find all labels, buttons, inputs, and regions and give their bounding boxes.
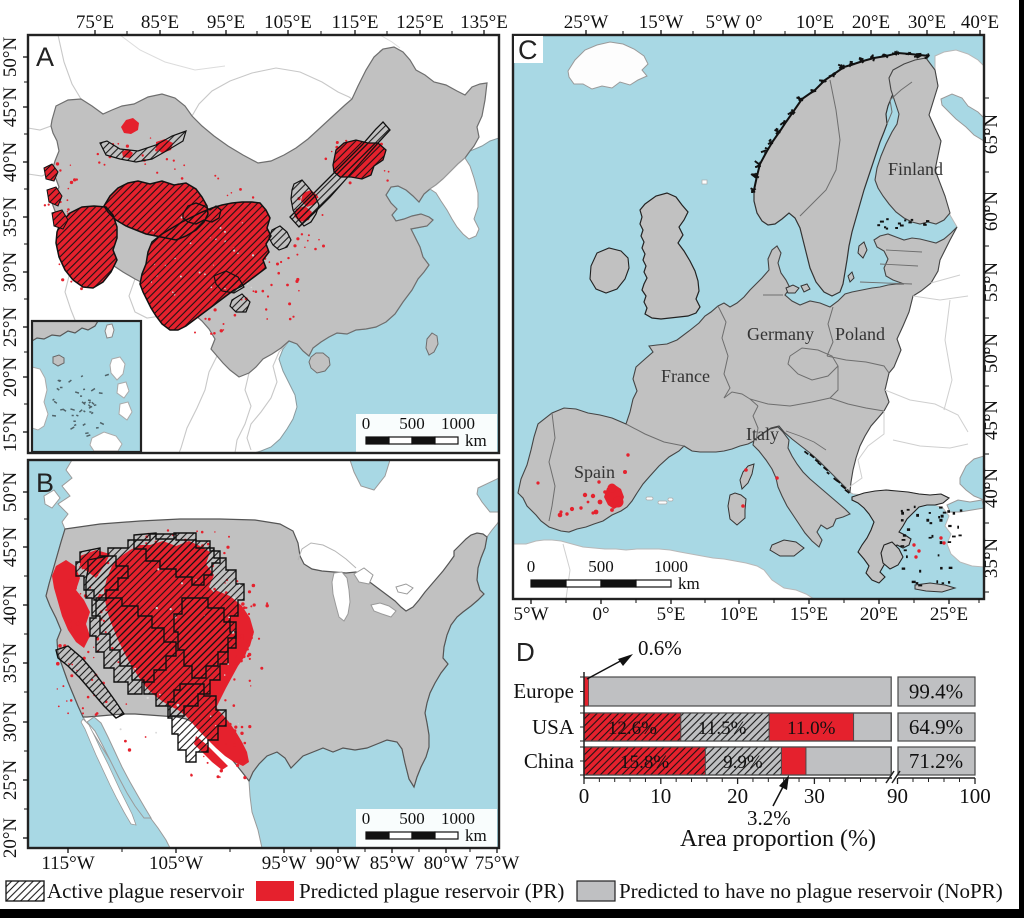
svg-text:C: C xyxy=(518,35,538,65)
svg-text:40°N: 40°N xyxy=(0,585,21,626)
svg-text:20°N: 20°N xyxy=(0,818,21,859)
svg-text:80°W: 80°W xyxy=(424,853,469,874)
svg-text:35°N: 35°N xyxy=(981,538,1002,579)
svg-text:45°N: 45°N xyxy=(0,87,21,128)
svg-text:500: 500 xyxy=(588,557,614,576)
svg-text:15.8%: 15.8% xyxy=(620,752,669,773)
svg-text:1000: 1000 xyxy=(654,557,688,576)
svg-text:25°E: 25°E xyxy=(930,604,968,625)
svg-text:15°E: 15°E xyxy=(790,604,828,625)
svg-text:30°N: 30°N xyxy=(0,252,21,293)
svg-text:30: 30 xyxy=(804,784,825,808)
svg-text:0: 0 xyxy=(362,414,371,433)
svg-text:75°E: 75°E xyxy=(76,12,114,33)
svg-text:85°W: 85°W xyxy=(370,853,415,874)
svg-text:115°W: 115°W xyxy=(41,853,94,874)
svg-text:135°E: 135°E xyxy=(460,12,508,33)
svg-text:500: 500 xyxy=(399,809,425,828)
svg-text:10: 10 xyxy=(650,784,671,808)
svg-text:50°N: 50°N xyxy=(0,37,21,78)
svg-text:95°W: 95°W xyxy=(262,853,307,874)
svg-text:105°E: 105°E xyxy=(264,12,312,33)
svg-text:20°N: 20°N xyxy=(0,357,21,398)
svg-text:40°N: 40°N xyxy=(0,142,21,183)
svg-text:Poland: Poland xyxy=(835,324,885,344)
svg-text:35°N: 35°N xyxy=(0,643,21,684)
svg-text:Germany: Germany xyxy=(747,324,814,344)
svg-text:25°N: 25°N xyxy=(0,307,21,348)
svg-text:20°E: 20°E xyxy=(852,12,890,33)
svg-text:0: 0 xyxy=(362,809,371,828)
svg-text:99.4%: 99.4% xyxy=(909,680,963,704)
svg-text:Spain: Spain xyxy=(574,462,615,482)
svg-text:40°N: 40°N xyxy=(981,468,1002,509)
svg-text:35°N: 35°N xyxy=(0,197,21,238)
svg-text:A: A xyxy=(36,42,54,72)
svg-text:75°W: 75°W xyxy=(475,853,520,874)
svg-text:15°W: 15°W xyxy=(639,12,684,33)
svg-text:40°E: 40°E xyxy=(961,12,999,33)
svg-text:64.9%: 64.9% xyxy=(909,715,963,739)
svg-text:50°N: 50°N xyxy=(981,333,1002,374)
svg-text:9.9%: 9.9% xyxy=(723,752,763,773)
svg-text:Europe: Europe xyxy=(513,679,574,703)
svg-text:45°N: 45°N xyxy=(0,527,21,568)
svg-text:5°E: 5°E xyxy=(657,604,686,625)
svg-text:71.2%: 71.2% xyxy=(909,749,963,773)
svg-text:100: 100 xyxy=(959,784,991,808)
svg-text:115°E: 115°E xyxy=(332,12,379,33)
svg-text:30°E: 30°E xyxy=(908,12,946,33)
svg-text:55°N: 55°N xyxy=(981,262,1002,303)
svg-text:11.5%: 11.5% xyxy=(698,718,747,739)
svg-text:Italy: Italy xyxy=(746,424,779,444)
svg-text:45°N: 45°N xyxy=(981,400,1002,441)
svg-text:Finland: Finland xyxy=(888,159,943,179)
svg-text:20°E: 20°E xyxy=(860,604,898,625)
svg-text:Active plague reservoir: Active plague reservoir xyxy=(47,879,244,903)
svg-text:1000: 1000 xyxy=(441,809,475,828)
svg-text:20: 20 xyxy=(727,784,748,808)
svg-text:France: France xyxy=(661,366,710,386)
svg-text:50°N: 50°N xyxy=(0,472,21,513)
svg-text:1000: 1000 xyxy=(441,414,475,433)
svg-text:11.0%: 11.0% xyxy=(787,718,836,739)
svg-text:60°N: 60°N xyxy=(981,191,1002,232)
svg-text:95°E: 95°E xyxy=(207,12,245,33)
svg-text:0: 0 xyxy=(527,557,536,576)
svg-text:125°E: 125°E xyxy=(396,12,444,33)
svg-text:105°W: 105°W xyxy=(149,853,203,874)
svg-text:30°N: 30°N xyxy=(0,702,21,743)
svg-text:Predicted to have no plague re: Predicted to have no plague reservoir (N… xyxy=(619,879,1003,903)
svg-text:65°N: 65°N xyxy=(981,114,1002,155)
svg-text:25°W: 25°W xyxy=(564,12,609,33)
svg-text:85°E: 85°E xyxy=(141,12,179,33)
svg-text:B: B xyxy=(36,468,54,498)
svg-text:km: km xyxy=(678,574,700,593)
svg-text:500: 500 xyxy=(399,414,425,433)
svg-text:0°: 0° xyxy=(592,604,609,625)
svg-text:Predicted plague reservoir (PR: Predicted plague reservoir (PR) xyxy=(299,879,564,903)
svg-text:Area proportion (%): Area proportion (%) xyxy=(680,826,876,852)
svg-text:10°E: 10°E xyxy=(720,604,758,625)
svg-text:km: km xyxy=(465,826,487,845)
svg-text:5°W: 5°W xyxy=(513,604,548,625)
svg-text:15°N: 15°N xyxy=(0,412,21,453)
svg-text:25°N: 25°N xyxy=(0,760,21,801)
svg-text:0: 0 xyxy=(579,784,590,808)
svg-text:0°: 0° xyxy=(745,12,762,33)
svg-text:0.6%: 0.6% xyxy=(638,636,682,660)
svg-text:3.2%: 3.2% xyxy=(747,806,791,830)
svg-text:km: km xyxy=(465,431,487,450)
svg-text:China: China xyxy=(524,749,575,773)
svg-text:D: D xyxy=(516,637,535,667)
svg-text:5°W: 5°W xyxy=(705,12,740,33)
svg-text:90: 90 xyxy=(887,784,908,808)
svg-text:12.6%: 12.6% xyxy=(608,718,657,739)
svg-text:10°E: 10°E xyxy=(796,12,834,33)
svg-text:90°W: 90°W xyxy=(316,853,361,874)
svg-text:USA: USA xyxy=(532,715,575,739)
